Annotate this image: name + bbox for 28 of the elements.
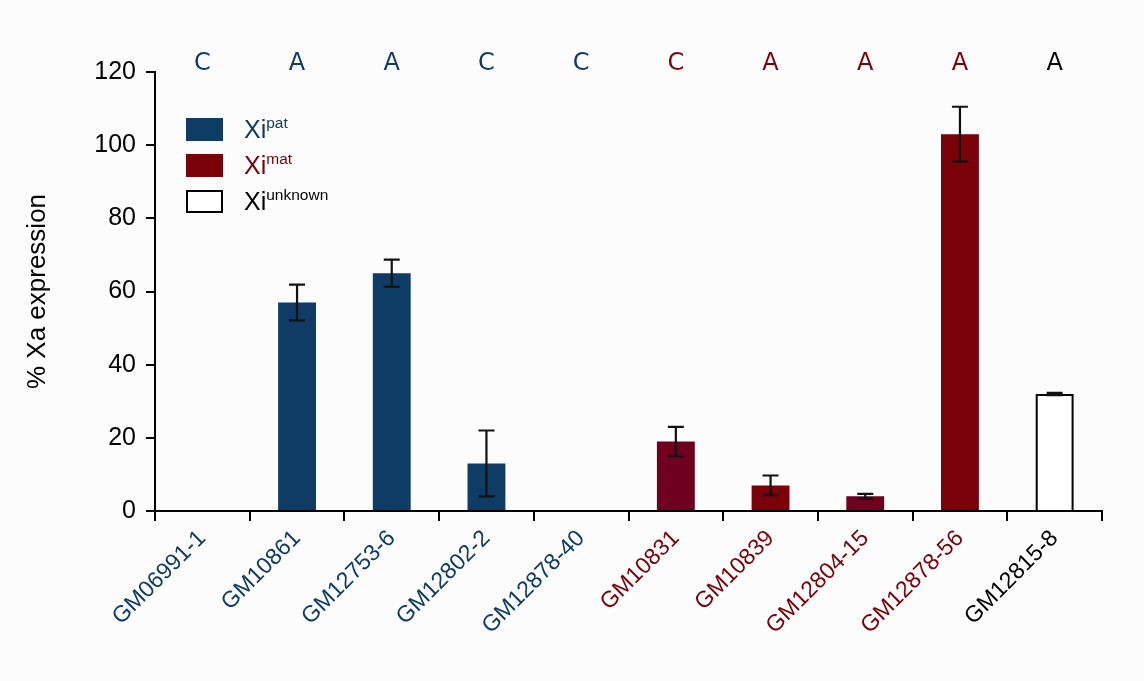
- bar: [278, 302, 316, 510]
- annotation: C: [193, 48, 211, 76]
- bar: [941, 134, 979, 510]
- annotation: A: [383, 48, 401, 76]
- annotation: A: [857, 48, 875, 76]
- y-tick-label: 100: [94, 129, 136, 158]
- annotation: A: [288, 48, 306, 76]
- bar: [656, 441, 695, 510]
- y-tick-label: 120: [94, 55, 136, 84]
- legend-label: Xi$^{mat}$: [244, 150, 293, 179]
- annotation: C: [478, 48, 495, 76]
- bar: [751, 485, 790, 510]
- legend-label: Xi$^{unknown}$: [244, 186, 329, 215]
- y-tick-label: 40: [108, 348, 136, 377]
- annotation: A: [951, 48, 969, 76]
- annotation: A: [762, 48, 780, 76]
- y-axis-title: % Xa expression: [20, 193, 51, 390]
- annotation: A: [1046, 48, 1064, 76]
- legend-label: Xi$^{pat}$: [244, 114, 288, 143]
- y-tick-label: 60: [108, 275, 136, 304]
- annotation: C: [667, 48, 685, 76]
- y-tick-label: 80: [108, 202, 136, 231]
- y-tick-label: 0: [122, 494, 136, 523]
- y-tick-label: 20: [108, 421, 136, 450]
- bar: [846, 496, 885, 510]
- annotation: C: [572, 48, 590, 76]
- bar: [467, 463, 506, 510]
- bar: [372, 273, 411, 510]
